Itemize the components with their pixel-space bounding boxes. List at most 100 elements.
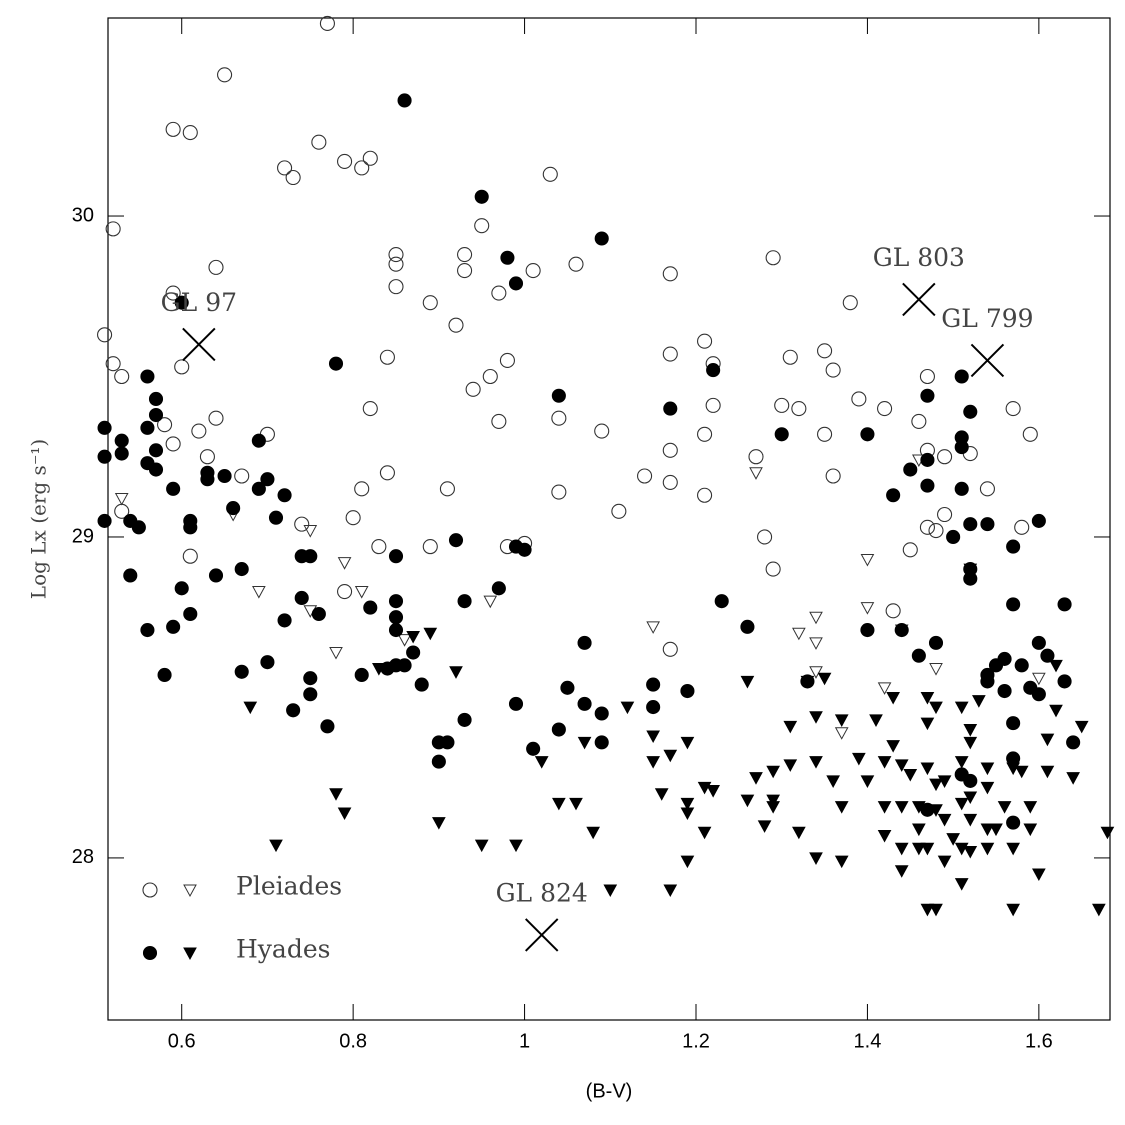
- upper-limit: [577, 736, 592, 750]
- upper-limit: [954, 797, 969, 811]
- annotation-marker: [525, 918, 559, 952]
- point: [920, 388, 935, 403]
- point: [842, 295, 858, 311]
- point: [885, 603, 901, 619]
- point: [140, 369, 155, 384]
- upper-limit: [809, 756, 823, 769]
- point: [594, 735, 609, 750]
- point: [946, 529, 961, 545]
- point: [482, 368, 498, 385]
- point: [354, 160, 370, 176]
- point: [680, 683, 695, 699]
- point: [954, 481, 969, 496]
- point: [148, 462, 164, 477]
- upper-limit: [1014, 765, 1029, 779]
- point: [662, 346, 678, 362]
- upper-limit: [646, 621, 660, 634]
- point: [662, 474, 678, 490]
- upper-limit: [423, 627, 438, 641]
- upper-limit: [354, 586, 369, 599]
- upper-limit: [954, 701, 969, 715]
- point: [748, 449, 764, 465]
- point: [963, 773, 978, 788]
- annotation-label: GL 97: [161, 288, 237, 317]
- upper-limit: [886, 691, 900, 705]
- point: [825, 468, 841, 484]
- upper-limit: [929, 663, 943, 676]
- upper-limit: [337, 807, 352, 821]
- point: [388, 549, 404, 564]
- upper-limit: [963, 791, 978, 804]
- point: [963, 517, 978, 532]
- point: [148, 443, 164, 458]
- upper-limit: [946, 833, 960, 846]
- point: [388, 246, 404, 263]
- point: [791, 401, 807, 417]
- point: [363, 600, 378, 615]
- point: [200, 472, 215, 487]
- legend-marker: [142, 882, 158, 898]
- point: [97, 449, 112, 464]
- x-tick-label: 1.2: [682, 1030, 710, 1052]
- annotation-marker: [902, 282, 936, 317]
- point: [362, 150, 378, 166]
- point: [1040, 648, 1055, 663]
- upper-limit: [1100, 826, 1115, 840]
- point: [551, 410, 567, 426]
- point: [662, 641, 678, 657]
- point: [251, 481, 266, 496]
- point: [1023, 680, 1038, 695]
- point: [919, 368, 935, 385]
- upper-limit: [1023, 801, 1038, 814]
- upper-limit: [654, 788, 669, 801]
- upper-limit: [697, 826, 712, 840]
- point: [422, 295, 438, 311]
- point: [474, 218, 490, 234]
- upper-limit: [1040, 765, 1055, 779]
- upper-limit: [912, 842, 926, 856]
- legend-label: Pleiades: [236, 872, 342, 901]
- upper-limit: [963, 724, 978, 737]
- point: [877, 401, 893, 417]
- point: [251, 433, 266, 448]
- y-axis-label: Log Lx (erg s⁻¹): [27, 439, 51, 599]
- point: [474, 189, 489, 204]
- point: [491, 285, 507, 301]
- point: [311, 134, 327, 150]
- point: [199, 449, 215, 465]
- upper-limit: [809, 852, 823, 865]
- upper-limit: [329, 647, 343, 660]
- upper-limit: [1049, 659, 1063, 673]
- point: [637, 468, 653, 484]
- point: [1006, 815, 1021, 830]
- point: [406, 645, 421, 660]
- point: [920, 452, 935, 467]
- point: [886, 488, 901, 503]
- point: [1014, 519, 1030, 535]
- point: [860, 427, 875, 442]
- point: [551, 722, 566, 737]
- point: [148, 391, 164, 407]
- upper-limit: [920, 903, 935, 917]
- legend-label: Hyades: [236, 935, 330, 964]
- point: [105, 356, 121, 372]
- point: [508, 276, 524, 291]
- point: [140, 420, 155, 435]
- point: [860, 622, 875, 638]
- point: [646, 700, 661, 715]
- upper-limit: [886, 740, 900, 753]
- point: [1005, 401, 1021, 417]
- point: [902, 542, 918, 558]
- point: [191, 423, 207, 439]
- point: [551, 388, 566, 403]
- point: [697, 426, 713, 442]
- upper-limit: [877, 756, 892, 769]
- upper-limit: [757, 820, 772, 833]
- point: [560, 680, 575, 695]
- upper-limit: [552, 797, 566, 811]
- point: [662, 266, 678, 282]
- annotation-label: GL 799: [941, 304, 1033, 333]
- point: [388, 279, 404, 295]
- upper-limit: [680, 855, 695, 869]
- upper-limit: [920, 762, 935, 776]
